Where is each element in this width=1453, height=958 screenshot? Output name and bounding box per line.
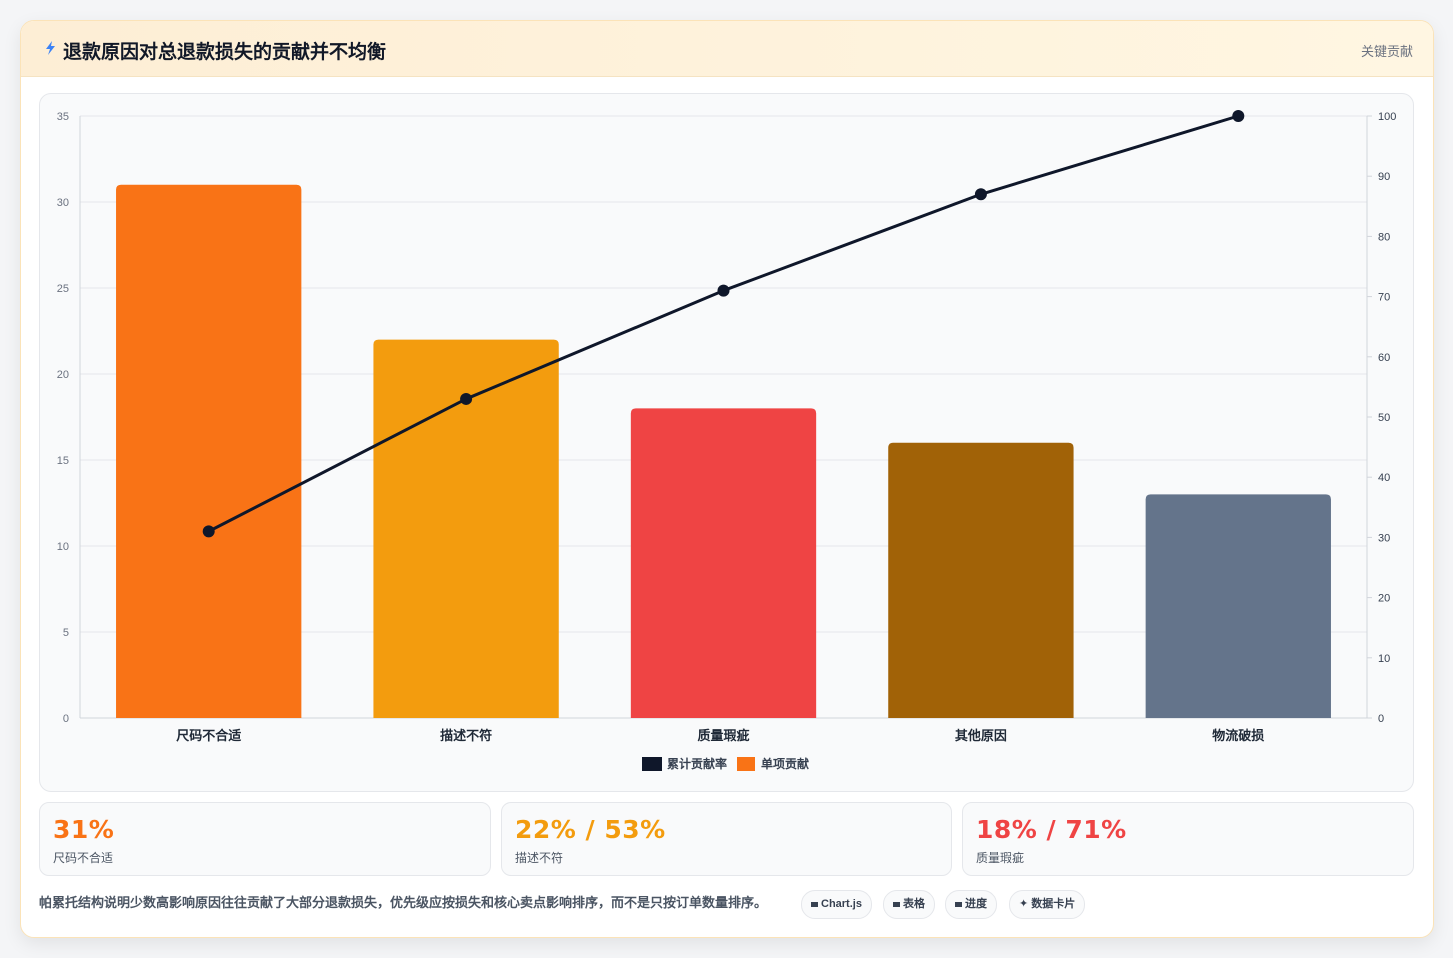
stat-card-3: 18% / 71% 质量瑕疵 bbox=[962, 802, 1414, 876]
header-tag: 关键贡献 bbox=[1360, 44, 1413, 59]
cumulative-point bbox=[717, 284, 730, 297]
y-axis-tick-label: 35 bbox=[57, 111, 69, 123]
chip-label: 表格 bbox=[903, 898, 925, 910]
page-title: 退款原因对总退款损失的贡献并不均衡 bbox=[63, 42, 387, 63]
chart-panel: 0 5 10 15 20 25 30 35 0 10 20 30 40 50 60 70 80 90 100 尺码不合… bbox=[39, 93, 1414, 792]
y2-axis-tick-label: 10 bbox=[1378, 653, 1390, 665]
y2-axis-tick-label: 40 bbox=[1378, 472, 1390, 484]
chart-icon bbox=[811, 901, 818, 907]
y2-axis-tick-label: 60 bbox=[1378, 352, 1390, 364]
card-header: 退款原因对总退款损失的贡献并不均衡 关键贡献 bbox=[21, 21, 1433, 77]
y2-axis-tick-label: 30 bbox=[1378, 532, 1390, 544]
bar bbox=[1145, 494, 1331, 718]
stat-label: 尺码不合适 bbox=[53, 851, 114, 865]
x-axis-tick-label: 其他原因 bbox=[955, 728, 1007, 743]
y-axis-tick-label: 25 bbox=[57, 283, 69, 295]
legend-label-single: 单项贡献 bbox=[761, 756, 809, 771]
x-axis-tick-label: 物流破损 bbox=[1212, 728, 1264, 743]
pareto-chart: 0 5 10 15 20 25 30 35 0 10 20 30 40 50 60 70 80 90 100 尺码不合… bbox=[57, 110, 1396, 771]
legend-swatch-cumulative bbox=[642, 757, 662, 771]
y2-axis-tick-label: 80 bbox=[1378, 231, 1390, 243]
cumulative-point bbox=[1232, 110, 1245, 122]
stat-label: 描述不符 bbox=[515, 851, 564, 865]
legend-swatch-single bbox=[737, 757, 755, 771]
bar bbox=[888, 442, 1074, 718]
cumulative-point bbox=[202, 525, 215, 538]
y2-axis-tick-label: 50 bbox=[1378, 412, 1390, 424]
legend-label-cumulative: 累计贡献率 bbox=[667, 756, 727, 771]
chip-data-card[interactable]: ✦ 数据卡片 bbox=[1009, 890, 1086, 919]
x-axis-tick-label: 尺码不合适 bbox=[176, 728, 241, 743]
chip-chartjs[interactable]: Chart.js bbox=[801, 890, 872, 919]
cumulative-point bbox=[460, 392, 473, 405]
bar bbox=[373, 339, 559, 718]
x-axis-tick-label: 描述不符 bbox=[440, 728, 492, 743]
sparkle-icon: ✦ bbox=[1019, 898, 1032, 910]
y2-axis-tick-label: 20 bbox=[1378, 593, 1390, 605]
stat-value: 22% / 53% bbox=[515, 815, 666, 844]
progress-icon bbox=[955, 901, 962, 907]
stat-value: 18% / 71% bbox=[976, 815, 1127, 844]
footer-note: 帕累托结构说明少数高影响原因往往贡献了大部分退款损失，优先级应按损失和核心卖点影… bbox=[39, 895, 768, 910]
y2-axis-tick-label: 100 bbox=[1378, 111, 1396, 123]
y-axis-tick-label: 5 bbox=[63, 627, 69, 639]
bar bbox=[630, 408, 817, 718]
y-axis-tick-label: 30 bbox=[57, 197, 69, 209]
cumulative-point bbox=[974, 188, 987, 201]
y-axis-tick-label: 10 bbox=[57, 541, 69, 553]
y-axis-tick-label: 0 bbox=[63, 713, 69, 725]
chip-label: Chart.js bbox=[821, 898, 862, 910]
y2-axis-tick-label: 70 bbox=[1378, 292, 1390, 304]
y2-axis-tick-label: 90 bbox=[1378, 171, 1390, 183]
stat-card-1: 31% 尺码不合适 bbox=[39, 802, 491, 876]
y-axis-tick-label: 20 bbox=[57, 369, 69, 381]
y2-axis-tick-label: 0 bbox=[1378, 713, 1384, 725]
stat-card-2: 22% / 53% 描述不符 bbox=[501, 802, 952, 876]
stat-value: 31% bbox=[53, 815, 115, 844]
table-icon bbox=[893, 901, 900, 907]
bar bbox=[116, 184, 302, 719]
stat-label: 质量瑕疵 bbox=[976, 851, 1025, 865]
lightning-icon bbox=[46, 41, 55, 55]
chip-label: 数据卡片 bbox=[1031, 898, 1076, 910]
chip-label: 进度 bbox=[965, 898, 987, 910]
y-axis-tick-label: 15 bbox=[57, 455, 69, 467]
chip-table[interactable]: 表格 bbox=[883, 890, 935, 919]
x-axis-tick-label: 质量瑕疵 bbox=[697, 728, 749, 743]
chip-progress[interactable]: 进度 bbox=[945, 890, 997, 919]
main-card: 退款原因对总退款损失的贡献并不均衡 关键贡献 0 5 10 15 20 25 30 35 0 10… bbox=[20, 20, 1434, 938]
